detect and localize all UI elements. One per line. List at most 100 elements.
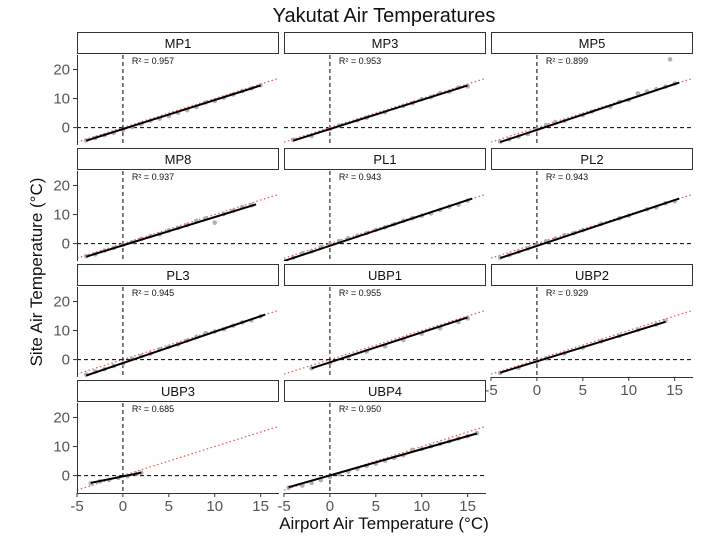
- panel-grid: MP1 R² = 0.957 0 10 20 MP3 R² = 0.953 MP5 R² = 0…: [53, 32, 693, 515]
- regression-fit-line: [85, 313, 266, 377]
- panel-mp3: MP3 R² = 0.953: [284, 32, 486, 145]
- strip-header: [77, 148, 279, 170]
- y-tick-label: 10: [53, 439, 70, 456]
- strip-label: MP8: [165, 152, 192, 167]
- data-point: [212, 220, 218, 225]
- r-squared-label: R² = 0.943: [546, 172, 588, 182]
- panel-ubp4: UBP4 R² = 0.950 -5 0 5 10 15: [277, 380, 486, 515]
- one-to-one-line: [284, 77, 486, 143]
- plot-area: [284, 287, 486, 377]
- regression-fit-line: [499, 320, 666, 374]
- r-squared-label: R² = 0.955: [339, 288, 381, 298]
- x-tick-label: 15: [666, 382, 683, 399]
- plot-area: [491, 171, 693, 261]
- plot-area: [491, 55, 693, 145]
- one-to-one-line: [77, 193, 279, 259]
- panel-ubp2: UBP2 R² = 0.929 -5 0 5 10 15: [484, 264, 693, 399]
- r-squared-label: R² = 0.957: [132, 56, 174, 66]
- y-tick-label: 0: [62, 236, 70, 253]
- panel-pl3: PL3 R² = 0.945 0 10 20: [53, 264, 279, 377]
- x-tick-label: 10: [620, 382, 637, 399]
- plot-area: [284, 55, 486, 145]
- r-squared-label: R² = 0.899: [546, 56, 588, 66]
- strip-label: MP5: [579, 36, 606, 51]
- regression-fit-line: [85, 203, 257, 258]
- panel-ubp1: UBP1 R² = 0.955: [284, 264, 486, 377]
- x-tick-label: 0: [119, 498, 127, 515]
- y-tick-label: 20: [53, 178, 70, 195]
- panel-pl2: PL2 R² = 0.943: [491, 148, 693, 261]
- y-tick-label: 20: [53, 410, 70, 427]
- panel-mp8: MP8 R² = 0.937 0 10 20: [53, 148, 279, 261]
- y-tick-label: 0: [62, 468, 70, 485]
- strip-label: UBP4: [368, 384, 402, 399]
- one-to-one-line: [77, 77, 279, 143]
- x-tick-label: 5: [372, 498, 380, 515]
- r-squared-label: R² = 0.943: [339, 172, 381, 182]
- one-to-one-line: [77, 425, 279, 491]
- x-axis-title: Airport Air Temperature (°C): [279, 514, 489, 533]
- x-tick-label: -5: [484, 382, 497, 399]
- x-tick-label: -5: [277, 498, 290, 515]
- strip-label: UBP2: [575, 268, 609, 283]
- regression-fit-line: [311, 316, 468, 370]
- data-point: [667, 57, 673, 62]
- strip-label: PL3: [166, 268, 189, 283]
- plot-area: [77, 171, 279, 261]
- regression-fit-line: [292, 84, 468, 142]
- y-tick-label: 0: [62, 352, 70, 369]
- one-to-one-line: [491, 309, 693, 375]
- regression-fit-line: [85, 84, 261, 142]
- r-squared-label: R² = 0.929: [546, 288, 588, 298]
- r-squared-label: R² = 0.945: [132, 288, 174, 298]
- strip-header: [284, 148, 486, 170]
- chart-title: Yakutat Air Temperatures: [273, 5, 496, 27]
- strip-header: [284, 380, 486, 402]
- x-tick-label: -5: [70, 498, 83, 515]
- strip-header: [284, 32, 486, 54]
- r-squared-label: R² = 0.953: [339, 56, 381, 66]
- panel-pl1: PL1 R² = 0.943: [284, 148, 486, 261]
- r-squared-label: R² = 0.937: [132, 172, 174, 182]
- data-point: [635, 91, 641, 96]
- r-squared-label: R² = 0.685: [132, 404, 174, 414]
- plot-area: [77, 287, 279, 377]
- one-to-one-line: [284, 309, 486, 375]
- r-squared-label: R² = 0.950: [339, 404, 381, 414]
- strip-label: UBP1: [368, 268, 402, 283]
- panel-mp5: MP5 R² = 0.899: [491, 32, 693, 145]
- plot-area: [77, 403, 279, 493]
- strip-header: [77, 380, 279, 402]
- x-tick-label: 15: [252, 498, 269, 515]
- x-tick-label: 0: [533, 382, 541, 399]
- strip-label: MP3: [372, 36, 399, 51]
- strip-label: PL1: [373, 152, 396, 167]
- strip-label: UBP3: [161, 384, 195, 399]
- regression-fit-line: [90, 471, 142, 484]
- y-tick-label: 20: [53, 62, 70, 79]
- strip-label: PL2: [580, 152, 603, 167]
- y-tick-label: 0: [62, 120, 70, 137]
- y-tick-label: 20: [53, 294, 70, 311]
- x-tick-label: 0: [326, 498, 334, 515]
- y-axis-title: Site Air Temperature (°C): [27, 178, 46, 367]
- plot-area: [491, 287, 693, 377]
- panel-mp1: MP1 R² = 0.957 0 10 20: [53, 32, 279, 145]
- regression-fit-line: [499, 197, 680, 260]
- regression-fit-line: [499, 81, 680, 144]
- strip-header: [491, 264, 693, 286]
- plot-area: [284, 403, 486, 493]
- strip-header: [77, 32, 279, 54]
- plot-area: [77, 55, 279, 145]
- x-tick-label: 10: [413, 498, 430, 515]
- strip-header: [284, 264, 486, 286]
- regression-fit-line: [284, 197, 473, 261]
- y-tick-label: 10: [53, 323, 70, 340]
- one-to-one-line: [284, 425, 486, 491]
- strip-header: [491, 32, 693, 54]
- y-tick-label: 10: [53, 91, 70, 108]
- regression-fit-line: [288, 432, 478, 489]
- x-tick-label: 5: [165, 498, 173, 515]
